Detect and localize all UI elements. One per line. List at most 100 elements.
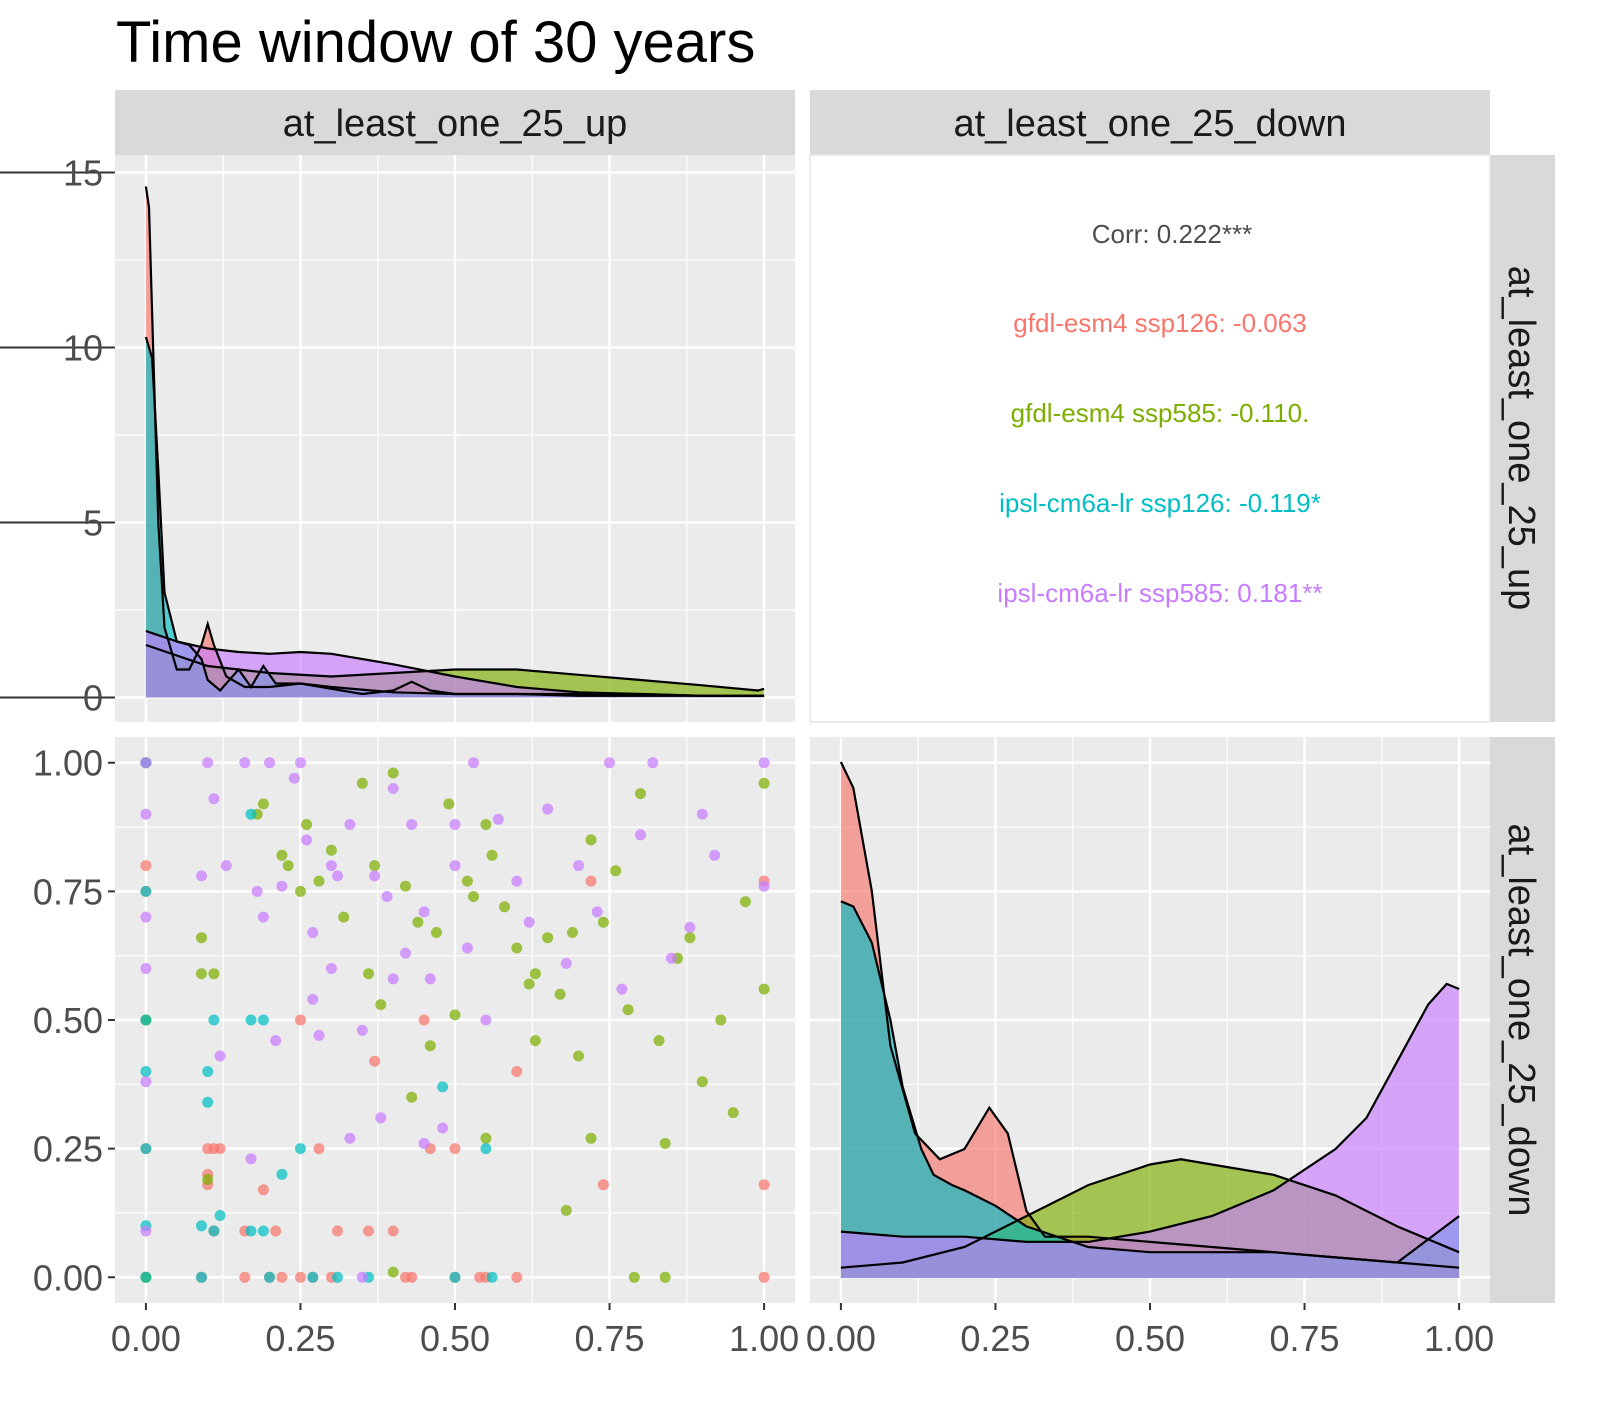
scatter-point [307,927,319,938]
scatter-point [257,1184,269,1196]
scatter-point [418,1138,430,1149]
scatter-point [443,798,455,810]
scatter-point [709,849,721,861]
scatter-point [387,767,399,779]
panel-correlation [809,154,1491,723]
scatter-point [758,777,770,789]
strip-col-1 [115,90,795,155]
corr-group-label: gfdl-esm4 ssp585: -0.110. [1011,398,1310,428]
scatter-point [387,1266,399,1278]
scatter-point [140,1014,152,1026]
scatter-point [696,808,708,820]
scatter-point [239,1271,251,1283]
scatter-point [616,983,628,995]
x-tick-label: 0.00 [111,1318,181,1359]
scatter-point [282,860,294,872]
scatter-point [196,1220,207,1232]
density-down-outline [840,982,1460,1243]
y-tick-label: 0.25 [33,1129,103,1170]
x-tick-label: 0.25 [960,1318,1030,1359]
scatter-point [307,993,319,1005]
y-tick-label: 0 [83,678,103,719]
scatter-point [381,891,393,902]
density-up-series [144,186,765,698]
scatter-point [567,927,578,938]
scatter-point [140,1076,152,1088]
scatter-point [486,849,498,861]
scatter-point [758,880,770,892]
scatter-point [202,1066,214,1077]
scatter-point [369,870,381,882]
corr-group-label: gfdl-esm4 ssp126: -0.063 [1013,308,1306,338]
scatter-point [610,865,622,877]
scatter-point [196,1271,207,1283]
scatter-point [406,819,418,830]
scatter-point [659,1138,671,1149]
scatter-point [758,983,770,995]
scatter-point [276,849,288,861]
scatter-point [208,793,220,805]
scatter-point [356,1271,368,1283]
scatter-point [332,1271,343,1283]
scatter-point [418,1014,430,1026]
scatter-point [270,1225,282,1237]
y-tick-label: 5 [83,503,103,544]
scatter-point [758,1179,770,1191]
scatter-point [511,875,523,887]
x-tick-label: 0.50 [1115,1318,1185,1359]
scatter-point [635,788,646,800]
scatter-point [511,942,523,954]
scatter-point [369,1055,381,1067]
scatter-point [431,927,442,938]
scatter-point [635,829,646,841]
scatter-point [653,1035,665,1047]
density-down-area [840,762,1460,1278]
scatter-point [257,798,269,810]
scatter-point [140,860,152,872]
scatter-point [387,1225,399,1237]
corr-overall: Corr: 0.222*** [1092,219,1252,249]
scatter-point [511,1066,523,1077]
scatter-point [480,1132,492,1144]
scatter-point [196,870,207,882]
scatter-point [208,968,220,980]
scatter-point [344,819,356,830]
scatter-point [257,1014,269,1026]
scatter-point [727,1107,739,1119]
x-tick-label: 0.75 [575,1318,645,1359]
scatter-point [257,1225,269,1237]
scatter-point [202,1096,214,1108]
y-tick-label: 0.75 [33,871,103,912]
scatter-point [307,1271,319,1283]
scatter-point [140,1066,152,1077]
scatter-point [325,963,337,974]
scatter-point [665,952,677,964]
scatter-point [140,1271,152,1283]
scatter-point [270,1035,282,1047]
scatter-point [758,757,770,769]
scatter-point [461,875,473,887]
scatter-point [140,911,152,923]
scatter-point [573,1050,585,1062]
scatter-point [696,1076,708,1088]
scatter-point [375,1112,387,1124]
scatter-point [529,968,541,980]
scatter-point [363,1225,374,1237]
scatter-point [356,1024,368,1036]
scatter-point [400,947,411,959]
scatter-point [276,1271,288,1283]
scatter-point [400,880,411,892]
scatter-point [449,860,461,872]
scatter-point [480,819,492,830]
scatter-point [511,1271,523,1283]
scatter-point [529,1035,541,1047]
scatter-point [338,911,350,923]
scatter-point [208,1014,220,1026]
scatter-point [214,1210,226,1221]
scatter-point [295,885,306,897]
y-tick-label: 0.50 [33,1000,103,1041]
scatter-point [468,757,479,769]
corr-group-label: ipsl-cm6a-lr ssp126: -0.119* [999,488,1321,518]
